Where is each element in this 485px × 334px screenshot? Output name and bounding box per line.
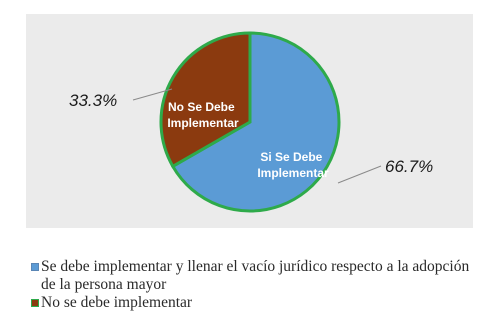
legend-swatch-si: [31, 263, 39, 271]
legend: Se debe implementar y llenar el vacío ju…: [31, 258, 481, 312]
slice-label-si-line2: Implementar: [257, 166, 329, 180]
slice-label-no-line2: Implementar: [167, 116, 239, 130]
leader-line-33: [132, 88, 173, 101]
legend-label-no: No se debe implementar: [41, 294, 193, 311]
legend-item-no: No se debe implementar: [31, 294, 481, 312]
value-label-33: 33.3%: [69, 91, 117, 110]
slice-label-si-se-debe: Si Se Debe Implementar: [257, 150, 329, 180]
leader-line-66: [337, 165, 382, 184]
legend-item-si: Se debe implementar y llenar el vacío ju…: [31, 258, 481, 294]
legend-label-si: Se debe implementar y llenar el vacío ju…: [41, 258, 470, 293]
slice-label-no-se-debe: No Se Debe Implementar: [167, 100, 239, 130]
pie-slice-si-se-debe: [170, 31, 341, 213]
pie-slice-no-se-debe: [159, 31, 252, 169]
legend-swatch-no: [31, 299, 39, 307]
slice-label-no-line1: No Se Debe: [168, 100, 235, 114]
value-label-66: 66.7%: [385, 157, 433, 176]
slice-label-si-line1: Si Se Debe: [260, 150, 322, 164]
